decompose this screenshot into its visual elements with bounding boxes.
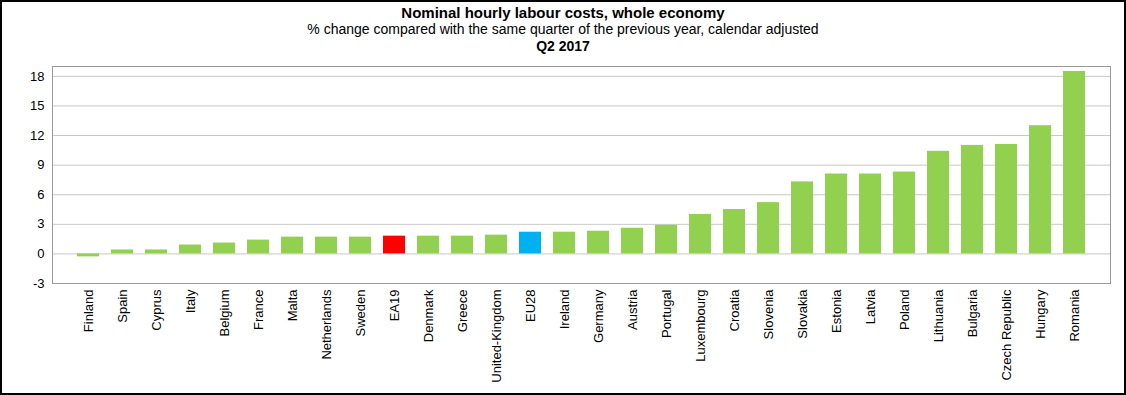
- html-text:Nominal hourly labour costs, w: Nominal hourly labour costs, whole econo…: [401, 4, 725, 21]
- svg-text:Sweden: Sweden: [353, 290, 368, 337]
- svg-text:Denmark: Denmark: [421, 289, 436, 342]
- svg-text:6: 6: [37, 187, 44, 202]
- svg-text:Finland: Finland: [81, 290, 96, 333]
- svg-text:Romania: Romania: [1067, 289, 1082, 342]
- svg-text:-3: -3: [33, 276, 45, 291]
- svg-text:Ireland: Ireland: [557, 290, 572, 330]
- svg-text:Belgium: Belgium: [217, 290, 232, 337]
- svg-text:Estonia: Estonia: [829, 289, 844, 333]
- svg-text:Latvia: Latvia: [863, 289, 878, 324]
- svg-text:15: 15: [30, 98, 44, 113]
- svg-text:9: 9: [37, 157, 44, 172]
- svg-text:EA19: EA19: [387, 290, 402, 322]
- svg-text:Germany: Germany: [591, 289, 606, 343]
- svg-text:Bulgaria: Bulgaria: [965, 289, 980, 337]
- svg-text:Slovenia: Slovenia: [761, 289, 776, 340]
- svg-text:Lithuania: Lithuania: [931, 289, 946, 343]
- svg-text:Luxembourg: Luxembourg: [693, 290, 708, 362]
- svg-text:Malta: Malta: [285, 289, 300, 322]
- svg-text:Portugal: Portugal: [659, 289, 674, 338]
- svg-text:Czech Republic: Czech Republic: [999, 289, 1014, 381]
- svg-text:18: 18: [30, 69, 44, 84]
- html-text:% change compared with the sam: % change compared with the same quarter …: [307, 21, 819, 37]
- svg-text:0: 0: [37, 246, 44, 261]
- svg-text:Netherlands: Netherlands: [319, 289, 334, 360]
- svg-text:France: France: [251, 290, 266, 330]
- svg-text:12: 12: [30, 128, 44, 143]
- svg-text:Cyprus: Cyprus: [149, 289, 164, 331]
- svg-text:Greece: Greece: [455, 290, 470, 333]
- svg-text:Italy: Italy: [183, 289, 198, 313]
- svg-text:Slovakia: Slovakia: [795, 289, 810, 339]
- svg-text:EU28: EU28: [523, 290, 538, 323]
- svg-text:Austria: Austria: [625, 289, 640, 330]
- svg-text:Poland: Poland: [897, 290, 912, 330]
- svg-text:United-Kingdom: United-Kingdom: [489, 290, 504, 383]
- svg-text:Croatia: Croatia: [727, 289, 742, 332]
- html-text:Q2 2017: Q2 2017: [536, 38, 590, 54]
- svg-text:3: 3: [37, 216, 44, 231]
- svg-text:Spain: Spain: [115, 290, 130, 323]
- svg-text:Hungary: Hungary: [1033, 289, 1048, 339]
